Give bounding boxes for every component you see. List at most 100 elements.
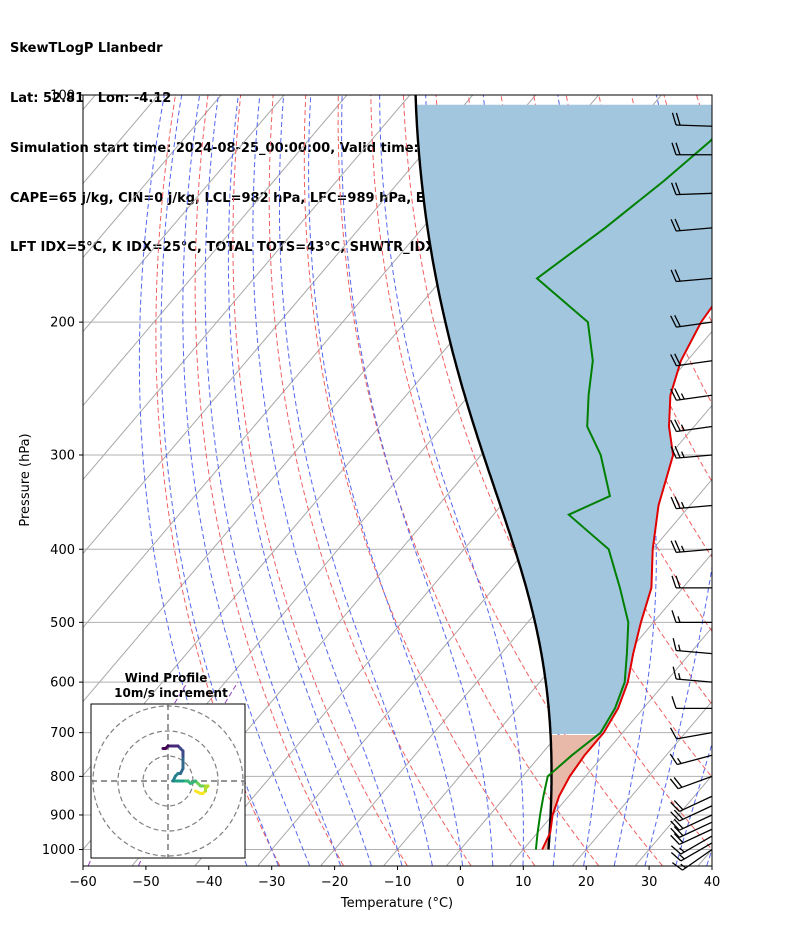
dry-adiabat: [402, 95, 712, 851]
moist-adiabat: [644, 95, 712, 866]
barb-feather: [670, 834, 680, 845]
wind-barb: [670, 496, 713, 510]
barb-shaft: [676, 649, 713, 655]
barb-feather: [677, 757, 682, 764]
barb-feather: [680, 451, 685, 458]
barb-feather: [670, 219, 677, 232]
y-tick-label: 500: [50, 616, 75, 631]
barb-feather: [670, 446, 677, 459]
moist-adiabat: [706, 847, 712, 866]
y-tick-label: 300: [50, 448, 75, 463]
wind-barb: [671, 142, 712, 156]
barb-shaft: [676, 425, 713, 433]
barb-feather: [670, 801, 680, 812]
barb-feather: [670, 496, 677, 509]
x-tick-label: −40: [195, 875, 222, 890]
wind-barb: [671, 610, 712, 624]
barb-feather: [669, 727, 678, 740]
dry-adiabat: [268, 95, 472, 866]
dry-adiabat: [303, 95, 536, 866]
cape-shading: [416, 104, 712, 734]
barb-feather: [674, 540, 681, 553]
barb-feather: [670, 419, 677, 432]
moist-adiabat: [227, 95, 372, 866]
barb-feather: [674, 182, 681, 195]
wind-barb: [672, 638, 713, 655]
barb-feather: [680, 545, 685, 552]
barb-feather: [674, 269, 681, 282]
chart-title: SkewTLogP Llanbedr: [10, 41, 163, 57]
barb-feather: [675, 142, 681, 155]
x-tick-label: 20: [578, 875, 595, 890]
isotherm-line: [761, 95, 794, 865]
barb-feather: [674, 419, 681, 432]
dry-adiabat: [370, 95, 663, 866]
barb-feather: [671, 575, 677, 589]
wind-barb: [670, 842, 713, 862]
barb-feather: [670, 540, 677, 553]
barb-feather: [673, 826, 684, 837]
dewpoint-profile-line: [534, 137, 712, 850]
isotherm-line: [83, 95, 285, 333]
isotherm-line: [83, 95, 222, 259]
y-tick-label: 1000: [42, 843, 75, 858]
y-tick-label: 200: [50, 316, 75, 331]
barb-feather: [671, 610, 677, 623]
barb-feather: [679, 847, 685, 853]
dry-adiabat: [468, 95, 712, 706]
barb-shaft: [680, 835, 713, 855]
barb-feather: [673, 818, 684, 829]
moist-adiabat: [379, 95, 524, 866]
barb-shaft: [676, 731, 713, 740]
moist-adiabat: [341, 95, 494, 866]
y-axis-label: Pressure (hPa): [18, 433, 33, 526]
isotherm-line: [83, 95, 348, 407]
shading-layer: [416, 104, 712, 850]
barb-feather: [669, 778, 679, 790]
dry-adiabat: [194, 95, 344, 866]
barb-feather: [673, 777, 683, 788]
barb-feather: [674, 218, 681, 231]
barb-shaft: [679, 814, 713, 831]
moist-adiabat: [182, 95, 310, 866]
moist-adiabat: [252, 95, 403, 866]
isotherm-line: [383, 478, 712, 866]
barb-feather: [670, 388, 677, 401]
x-tick-label: −30: [258, 875, 285, 890]
wind-barbs: [669, 112, 713, 871]
barb-feather: [677, 616, 681, 623]
hodograph-title: Wind Profile: [125, 671, 208, 685]
barb-feather: [669, 753, 678, 765]
cin-shading: [542, 735, 602, 850]
isotherm-line: [83, 95, 96, 111]
wind-barb: [670, 419, 713, 433]
x-tick-label: 30: [641, 875, 658, 890]
x-tick-label: −20: [321, 875, 348, 890]
dry-adiabat: [762, 95, 794, 866]
barb-feather: [674, 445, 681, 459]
barb-shaft: [676, 394, 713, 401]
x-tick-label: 0: [456, 875, 464, 890]
barb-feather: [674, 314, 681, 327]
barb-feather: [675, 575, 681, 589]
barb-shaft: [682, 848, 713, 871]
barb-shaft: [680, 842, 713, 862]
barb-feather: [672, 666, 677, 680]
y-tick-label: 400: [50, 543, 75, 558]
barb-shaft: [676, 360, 713, 367]
barb-shaft: [676, 548, 713, 554]
barb-feather: [680, 393, 685, 400]
wind-barb: [670, 445, 713, 459]
barb-feather: [674, 388, 681, 400]
barb-feather: [680, 501, 685, 509]
y-tick-label: 800: [50, 770, 75, 785]
barb-feather: [670, 182, 677, 195]
barb-shaft: [675, 124, 713, 127]
hodograph-subtitle: 10m/s increment: [114, 686, 228, 700]
axes: −60 −50 −40 −30 −20 −10 0 10 20 30 40 100 200 300 400 5…: [42, 89, 720, 891]
barb-shaft: [675, 192, 713, 196]
barb-shaft: [676, 454, 713, 459]
x-tick-label: −10: [384, 875, 411, 890]
barb-shaft: [679, 821, 713, 838]
